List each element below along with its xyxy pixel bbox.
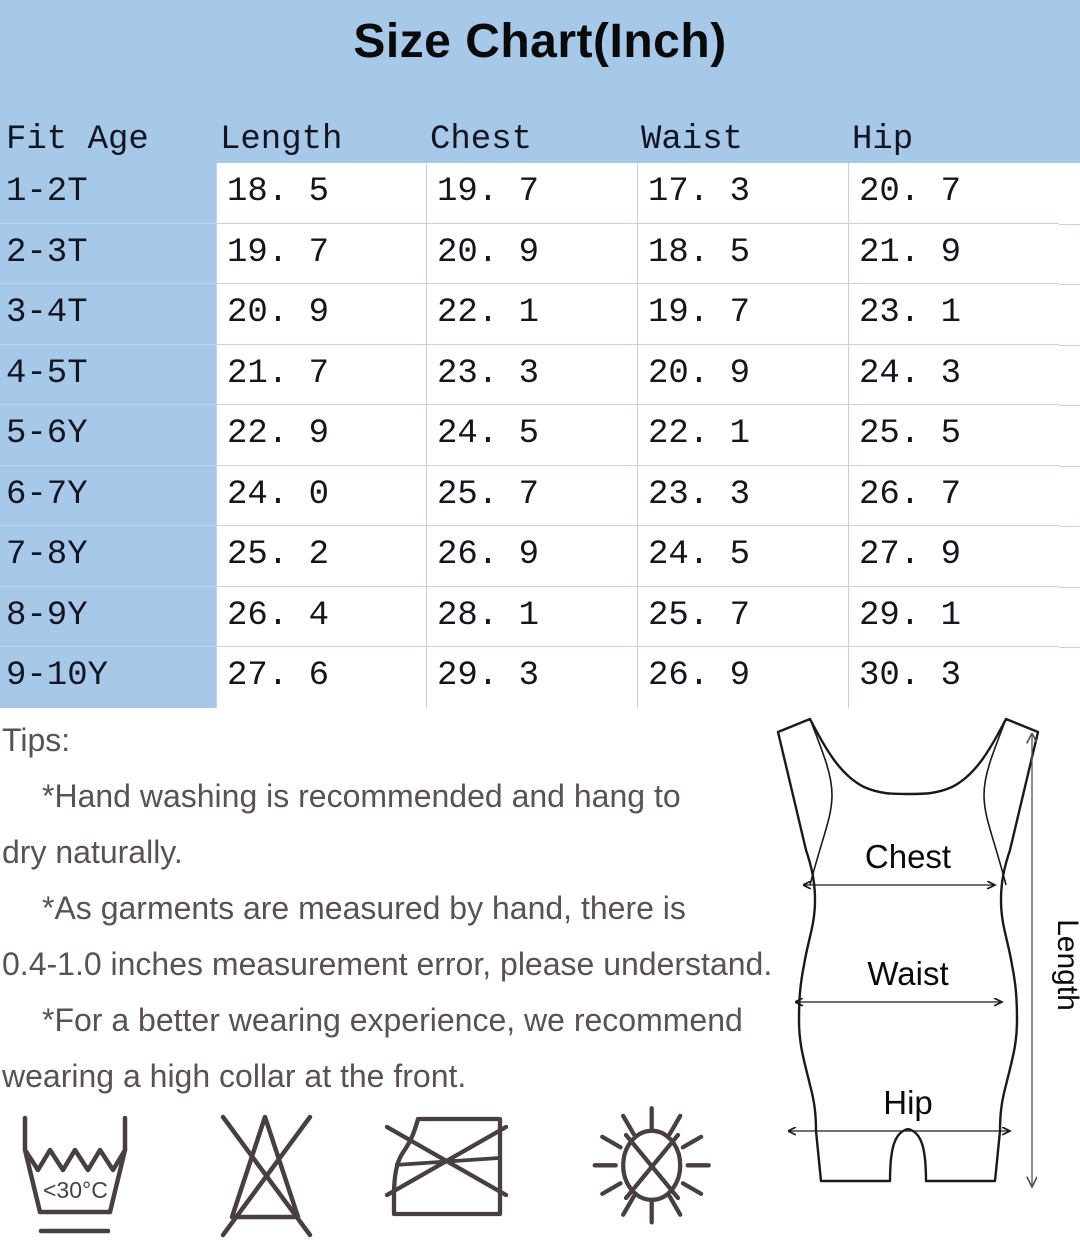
svg-text:Waist: Waist — [867, 955, 948, 992]
svg-text:<30°C: <30°C — [43, 1177, 108, 1203]
svg-text:Length: Length — [1051, 919, 1080, 1011]
svg-text:Hip: Hip — [883, 1084, 933, 1121]
svg-text:Chest: Chest — [865, 838, 951, 875]
